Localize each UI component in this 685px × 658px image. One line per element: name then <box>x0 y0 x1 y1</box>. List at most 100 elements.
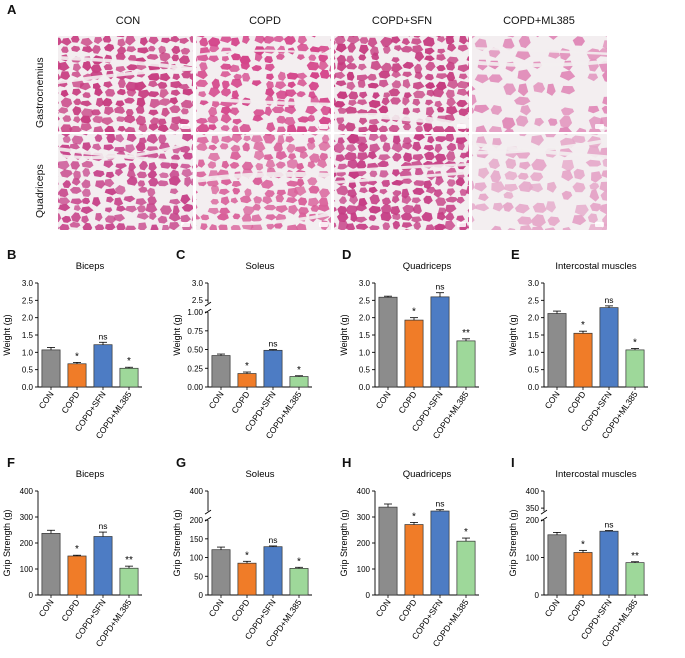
column-header-copd-ml385: COPD+ML385 <box>471 15 607 27</box>
significance-label: ** <box>462 328 470 339</box>
bar-copd-ml385 <box>457 541 475 595</box>
y-axis-label: Grip Strength (g) <box>508 509 518 576</box>
y-tick-label: 0.25 <box>187 364 203 373</box>
bar-copd <box>238 374 256 387</box>
histology-image-quadriceps-copd-sfn <box>334 134 469 230</box>
bar-copd-ml385 <box>290 377 308 387</box>
significance-label: * <box>297 556 301 567</box>
x-tick-label: COPD <box>229 597 251 623</box>
y-tick-label: 350 <box>526 504 540 513</box>
x-tick-label: CON <box>374 389 393 410</box>
panel-letter-a: A <box>7 2 16 17</box>
bar-copd <box>574 552 592 595</box>
y-tick-label: 2.5 <box>528 296 540 305</box>
bar-copd <box>574 333 592 387</box>
y-tick-label: 1.0 <box>22 348 34 357</box>
bar-con <box>548 535 566 595</box>
row-label-quadriceps: Quadriceps <box>34 164 46 218</box>
y-tick-label: 0.75 <box>187 327 203 336</box>
y-tick-label: 400 <box>190 487 204 496</box>
significance-label: ** <box>631 551 639 562</box>
bar-copd-sfn <box>94 345 112 387</box>
y-tick-label: 1.5 <box>359 331 371 340</box>
y-tick-label: 2.5 <box>22 296 34 305</box>
histology-image-gastrocnemius-copd-sfn <box>334 36 469 132</box>
y-tick-label: 400 <box>20 487 34 496</box>
x-tick-label: COPD <box>565 597 587 623</box>
y-tick-label: 0 <box>535 591 540 600</box>
chart-title: Soleus <box>245 261 274 272</box>
y-tick-label: 3.0 <box>528 279 540 288</box>
y-axis-label: Grip Strength (g) <box>172 509 182 576</box>
x-tick-label: COPD <box>59 597 81 623</box>
y-tick-label: 2.5 <box>192 296 204 305</box>
x-tick-label: CON <box>207 597 226 618</box>
significance-label: * <box>75 544 79 555</box>
y-tick-label: 0.5 <box>528 366 540 375</box>
bar-copd <box>405 525 423 595</box>
significance-label: ns <box>269 535 278 545</box>
y-tick-label: 0.0 <box>22 383 34 392</box>
bar-copd <box>238 563 256 595</box>
x-tick-label: CON <box>37 597 56 618</box>
y-tick-label: 0 <box>199 591 204 600</box>
y-tick-label: 200 <box>526 516 540 525</box>
chart-title: Intercostal muscles <box>555 469 637 480</box>
chart-title: Intercostal muscles <box>555 261 637 272</box>
significance-label: * <box>245 550 249 561</box>
bar-con <box>548 314 566 387</box>
y-tick-label: 0.5 <box>22 366 34 375</box>
scale-bar <box>457 124 466 129</box>
y-axis-label: Weight (g) <box>508 314 518 355</box>
y-tick-label: 3.0 <box>192 279 204 288</box>
y-tick-label: 2.5 <box>359 296 371 305</box>
histology-image-gastrocnemius-con <box>58 36 193 132</box>
y-tick-label: 2.0 <box>528 314 540 323</box>
significance-label: ns <box>436 282 445 292</box>
y-tick-label: 200 <box>357 539 371 548</box>
bar-copd-sfn <box>264 350 282 387</box>
row-label-gastrocnemius: Gastrocnemius <box>34 57 46 128</box>
scale-bar <box>595 222 604 227</box>
y-tick-label: 1.0 <box>528 348 540 357</box>
y-tick-label: 200 <box>20 539 34 548</box>
chart-title: Quadriceps <box>403 261 452 272</box>
x-tick-label: COPD <box>565 389 587 415</box>
y-tick-label: 0 <box>366 591 371 600</box>
significance-label: * <box>581 320 585 331</box>
significance-label: * <box>581 539 585 550</box>
scale-bar <box>595 124 604 129</box>
y-tick-label: 1.0 <box>359 348 371 357</box>
x-tick-label: CON <box>543 597 562 618</box>
significance-label: * <box>75 351 79 362</box>
column-header-copd-sfn: COPD+SFN <box>334 15 470 27</box>
y-tick-label: 150 <box>190 535 204 544</box>
x-tick-label: CON <box>207 389 226 410</box>
bar-copd-sfn <box>600 308 618 387</box>
significance-label: * <box>412 307 416 318</box>
x-tick-label: CON <box>374 597 393 618</box>
bar-con <box>212 356 230 387</box>
bar-copd-ml385 <box>290 568 308 595</box>
significance-label: ** <box>125 555 133 566</box>
significance-label: * <box>633 338 637 349</box>
bar-con <box>379 507 397 595</box>
y-tick-label: 100 <box>357 565 371 574</box>
y-tick-label: 100 <box>190 554 204 563</box>
x-tick-label: COPD <box>396 389 418 415</box>
x-tick-label: COPD <box>59 389 81 415</box>
y-tick-label: 1.5 <box>528 331 540 340</box>
bar-con <box>42 350 60 387</box>
x-tick-label: COPD <box>229 389 251 415</box>
histology-image-gastrocnemius-copd <box>196 36 331 132</box>
histology-image-quadriceps-copd-ml385 <box>472 134 607 230</box>
bar-copd-sfn <box>431 511 449 595</box>
y-tick-label: 1.00 <box>187 308 203 317</box>
y-tick-label: 300 <box>20 513 34 522</box>
bar-copd-ml385 <box>626 563 644 595</box>
